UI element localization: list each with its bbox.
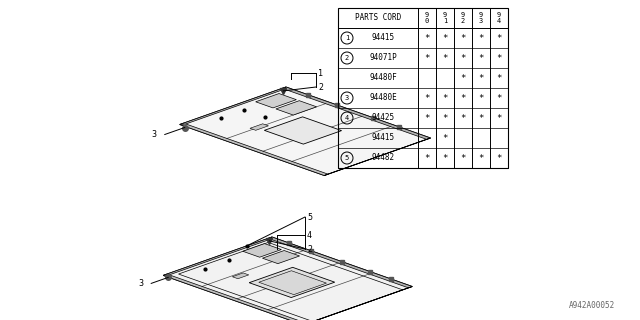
Text: *: * [442, 133, 448, 142]
Text: 1: 1 [443, 18, 447, 24]
Text: A942A00052: A942A00052 [569, 301, 615, 310]
Text: *: * [478, 114, 484, 123]
Text: 9: 9 [443, 12, 447, 18]
Text: 9: 9 [497, 12, 501, 18]
Text: *: * [496, 93, 502, 102]
Bar [338, 8, 508, 168]
Text: *: * [496, 74, 502, 83]
Polygon shape [163, 237, 272, 276]
Polygon shape [303, 286, 412, 320]
Text: *: * [496, 154, 502, 163]
Text: 2: 2 [318, 83, 323, 92]
Text: *: * [424, 114, 429, 123]
Text: *: * [496, 53, 502, 62]
Polygon shape [264, 117, 342, 144]
Text: 94480E: 94480E [369, 93, 397, 102]
Text: 1: 1 [318, 68, 323, 77]
Polygon shape [276, 101, 317, 115]
Text: 94071P: 94071P [369, 53, 397, 62]
Text: *: * [460, 154, 466, 163]
Text: *: * [442, 34, 448, 43]
Text: *: * [442, 93, 448, 102]
Text: *: * [496, 114, 502, 123]
Text: *: * [424, 34, 429, 43]
Text: 94480F: 94480F [369, 74, 397, 83]
Text: 2: 2 [461, 18, 465, 24]
Polygon shape [282, 87, 431, 139]
Text: 5: 5 [307, 212, 312, 221]
Text: 2: 2 [307, 244, 312, 253]
Polygon shape [250, 124, 269, 130]
Text: *: * [442, 154, 448, 163]
Text: 4: 4 [307, 230, 312, 239]
Text: *: * [460, 114, 466, 123]
Polygon shape [180, 123, 328, 175]
Text: *: * [424, 53, 429, 62]
Text: *: * [442, 114, 448, 123]
Text: *: * [478, 154, 484, 163]
Text: 9: 9 [461, 12, 465, 18]
Text: *: * [442, 53, 448, 62]
Text: *: * [478, 93, 484, 102]
Text: *: * [460, 34, 466, 43]
Text: *: * [460, 53, 466, 62]
Text: 9: 9 [479, 12, 483, 18]
Text: 4: 4 [497, 18, 501, 24]
Text: *: * [496, 34, 502, 43]
Text: 3: 3 [138, 279, 143, 288]
Text: 3: 3 [479, 18, 483, 24]
Text: 9: 9 [425, 12, 429, 18]
Text: 3: 3 [152, 130, 157, 139]
Text: 5: 5 [345, 155, 349, 161]
Polygon shape [232, 273, 249, 279]
Polygon shape [243, 244, 282, 257]
Text: 94482: 94482 [371, 154, 395, 163]
Polygon shape [163, 237, 412, 320]
Text: *: * [478, 74, 484, 83]
Polygon shape [249, 267, 335, 298]
Text: PARTS CORD: PARTS CORD [355, 13, 401, 22]
Text: *: * [460, 93, 466, 102]
Text: 94415: 94415 [371, 133, 395, 142]
Text: 0: 0 [425, 18, 429, 24]
Text: *: * [478, 53, 484, 62]
Text: 94425: 94425 [371, 114, 395, 123]
Polygon shape [180, 87, 431, 175]
Polygon shape [262, 251, 300, 264]
Text: 1: 1 [345, 35, 349, 41]
Text: 2: 2 [345, 55, 349, 61]
Polygon shape [259, 271, 326, 295]
Polygon shape [324, 138, 431, 175]
Text: *: * [460, 74, 466, 83]
Text: *: * [424, 93, 429, 102]
Polygon shape [255, 93, 296, 108]
Text: 94415: 94415 [371, 34, 395, 43]
Polygon shape [268, 237, 412, 288]
Text: 4: 4 [345, 115, 349, 121]
Text: *: * [478, 34, 484, 43]
Polygon shape [180, 87, 286, 124]
Polygon shape [163, 274, 307, 320]
Text: 3: 3 [345, 95, 349, 101]
Text: *: * [424, 154, 429, 163]
